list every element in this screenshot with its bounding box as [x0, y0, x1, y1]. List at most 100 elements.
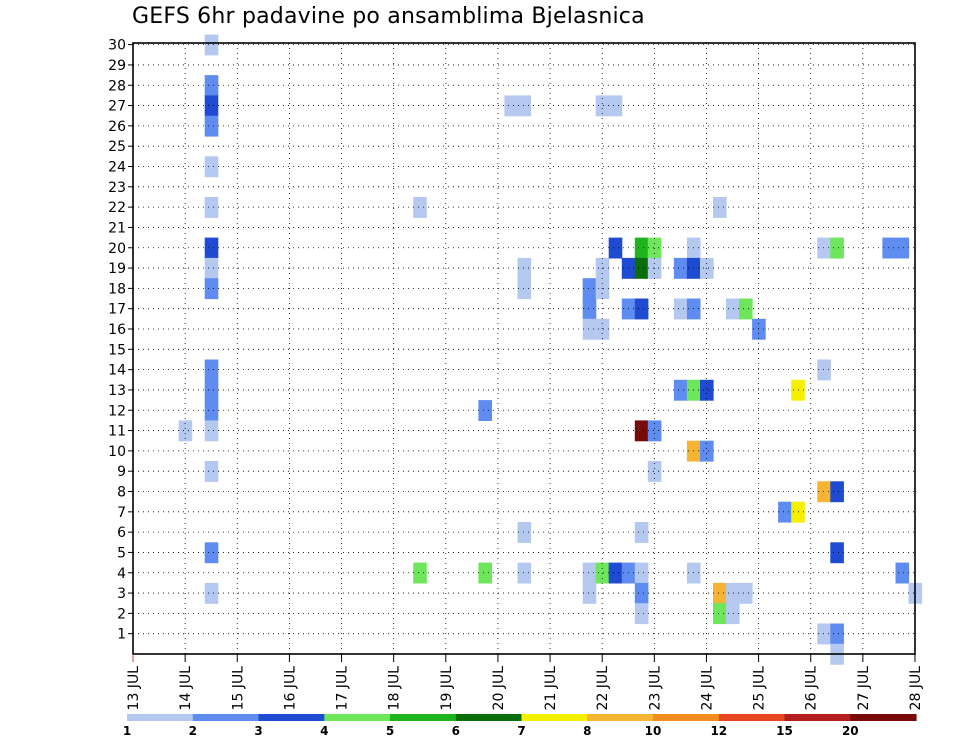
heatmap-cell [830, 481, 844, 503]
colorbar-swatch [192, 714, 260, 721]
colorbar-swatch [587, 714, 654, 721]
heatmap-cell [608, 562, 623, 584]
colorbar-label: 10 [645, 724, 662, 738]
heatmap-cell [713, 197, 727, 218]
grid-lines [133, 43, 915, 654]
y-tick-label: 18 [108, 281, 126, 297]
heatmap-cell [608, 95, 623, 117]
colorbar-label: 12 [710, 724, 727, 738]
heatmap-cell [478, 400, 492, 421]
colorbar-swatch [258, 714, 325, 721]
heatmap-cell [608, 237, 623, 259]
y-tick-label: 3 [117, 586, 126, 602]
heatmap-cell [413, 562, 427, 584]
colorbar-label: 1 [123, 724, 131, 738]
heatmap-cell [595, 95, 610, 117]
x-tick-label: 20 JUL [491, 666, 507, 711]
heatmap-cell [413, 197, 427, 218]
heatmap-cell [634, 420, 649, 442]
colorbar-swatch [653, 714, 720, 721]
heatmap-cell [204, 359, 219, 381]
heatmap-cell [204, 542, 219, 564]
heatmap-cell [582, 298, 597, 320]
y-tick-label: 4 [117, 566, 126, 582]
x-tick-label: 15 JUL [230, 666, 246, 711]
heatmap-cell [204, 461, 219, 482]
heatmap-cell [595, 318, 610, 340]
heatmap-cell [582, 318, 597, 340]
colorbar-label: 5 [386, 724, 394, 738]
x-tick-label: 28 JUL [908, 666, 924, 711]
heatmap-cell [204, 197, 219, 218]
colorbar-label: 7 [517, 724, 525, 738]
y-axis: 1234567891011121314151617181920212223242… [108, 38, 133, 643]
heatmap-cell [647, 420, 662, 442]
y-tick-label: 13 [108, 383, 126, 399]
y-tick-label: 7 [117, 505, 126, 521]
x-tick-label: 22 JUL [595, 666, 611, 711]
heatmap-cell [713, 582, 727, 604]
y-tick-label: 23 [108, 180, 126, 196]
y-tick-label: 28 [108, 78, 126, 94]
heatmap-cell [204, 75, 219, 96]
colorbar-swatch [784, 714, 851, 721]
colorbar-label: 15 [776, 724, 793, 738]
heatmap-cell [204, 237, 219, 259]
y-tick-label: 11 [108, 424, 126, 440]
chart-title: GEFS 6hr padavine po ansamblima Bjelasni… [132, 4, 645, 29]
y-tick-label: 17 [108, 302, 126, 318]
heatmap-cell [634, 562, 649, 584]
colorbar-label: 6 [452, 724, 460, 738]
y-tick-label: 12 [108, 403, 126, 419]
heatmap-cell [895, 237, 910, 259]
heatmap-cells [178, 34, 923, 665]
heatmap-cell [713, 603, 727, 625]
colorbar-label: 20 [842, 724, 859, 738]
y-tick-label: 26 [108, 119, 126, 135]
heatmap-cell [700, 440, 714, 462]
heatmap-cell [582, 582, 597, 604]
heatmap-cell [204, 95, 219, 117]
colorbar-label: 3 [254, 724, 262, 738]
heatmap-cell [517, 522, 532, 543]
colorbar-swatch [455, 714, 523, 721]
colorbar-swatch [324, 714, 391, 721]
y-tick-label: 30 [108, 38, 126, 54]
y-tick-label: 8 [117, 485, 126, 501]
heatmap-cell [582, 278, 597, 300]
heatmap-cell [517, 278, 532, 300]
x-tick-label: 18 JUL [387, 666, 403, 711]
heatmap-cell [830, 237, 844, 259]
y-tick-label: 9 [117, 464, 126, 480]
x-tick-label: 25 JUL [752, 666, 768, 711]
heatmap-cell [204, 400, 219, 421]
y-tick-label: 14 [108, 363, 126, 379]
heatmap-cell [739, 582, 753, 604]
colorbar-label: 8 [583, 724, 591, 738]
x-tick-label: 27 JUL [856, 666, 872, 711]
heatmap-cell [204, 257, 219, 279]
colorbar-swatch [850, 714, 917, 721]
heatmap-cell [204, 420, 219, 442]
heatmap-cell [726, 298, 740, 320]
x-tick-label: 13 JUL [126, 666, 142, 711]
heatmap-cell [634, 298, 649, 320]
x-tick-label: 26 JUL [804, 666, 820, 711]
heatmap-cell [204, 156, 219, 178]
y-tick-label: 10 [108, 444, 126, 460]
x-tick-label: 14 JUL [178, 666, 194, 711]
heatmap-cell [204, 278, 219, 300]
heatmap-cell [817, 359, 831, 381]
heatmap-cell [634, 257, 649, 279]
y-tick-label: 22 [108, 200, 126, 216]
x-tick-label: 23 JUL [647, 666, 663, 711]
colorbar-label: 4 [320, 724, 328, 738]
heatmap-cell [726, 582, 740, 604]
heatmap-cell [634, 237, 649, 259]
y-tick-label: 1 [117, 627, 126, 643]
y-tick-label: 21 [108, 220, 126, 236]
heatmap-cell [647, 461, 662, 482]
heatmap-cell [634, 582, 649, 604]
heatmap-cell [700, 379, 714, 401]
y-tick-label: 6 [117, 525, 126, 541]
